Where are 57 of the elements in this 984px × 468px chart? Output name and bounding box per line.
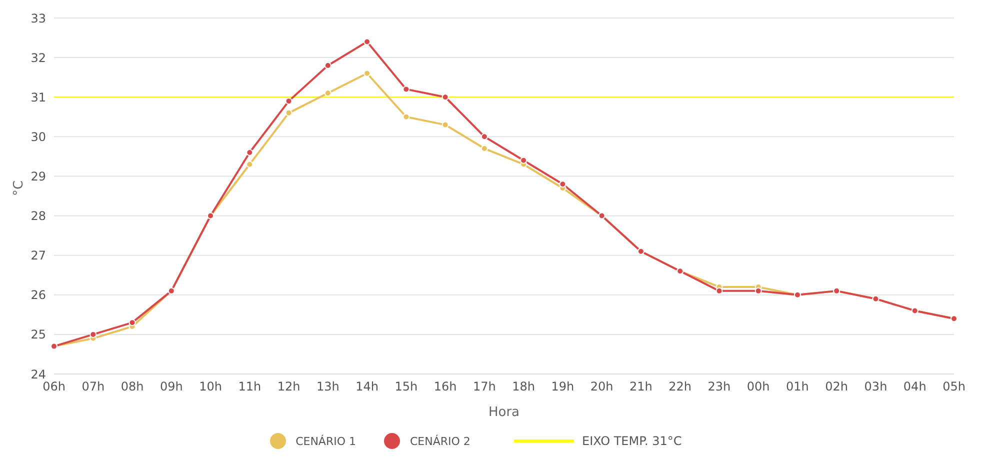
y-tick-label: 29	[30, 169, 46, 184]
x-tick-label: 06h	[42, 380, 66, 394]
x-tick-label: 15h	[394, 380, 418, 394]
x-tick-label: 20h	[590, 380, 614, 394]
x-tick-label: 12h	[277, 380, 300, 394]
point	[324, 90, 332, 97]
x-tick-label: 03h	[864, 380, 888, 394]
legend-label: CENÁRIO 1	[296, 434, 356, 448]
point	[324, 62, 332, 69]
point	[716, 287, 723, 294]
y-tick-label: 27	[30, 248, 46, 263]
x-tick-label: 13h	[316, 380, 340, 394]
legend-label: CENÁRIO 2	[410, 434, 470, 448]
y-tick-label: 31	[30, 90, 46, 104]
y-tick-label: 33	[30, 11, 46, 26]
point	[520, 156, 528, 164]
point	[128, 319, 136, 326]
point	[402, 86, 410, 93]
point	[285, 98, 292, 105]
x-tick-label: 11h	[238, 380, 262, 394]
x-tick-label: 00h	[746, 380, 770, 394]
y-tick-label: 28	[30, 209, 46, 224]
legend-label: EIXO TEMP. 31°C	[582, 434, 682, 448]
point	[402, 113, 410, 120]
point	[246, 160, 254, 168]
x-tick-label: 07h	[82, 380, 105, 394]
y-tick-label: 25	[30, 328, 46, 342]
x-axis-title: Hora	[488, 405, 520, 420]
x-tick-label: 04h	[903, 380, 926, 394]
point	[559, 180, 566, 188]
x-tick-label: 23h	[708, 380, 731, 394]
x-tick-label: 19h	[551, 380, 574, 394]
point	[480, 133, 488, 140]
y-tick-label: 30	[30, 130, 46, 144]
x-tick-label: 22h	[668, 380, 692, 394]
point	[754, 287, 762, 294]
point	[364, 38, 371, 46]
point	[442, 94, 449, 101]
x-tick-label: 21h	[630, 380, 652, 394]
point	[246, 148, 254, 156]
y-axis-title: °C	[12, 180, 27, 196]
x-tick-label: 18h	[512, 380, 536, 394]
point	[442, 121, 449, 128]
x-tick-label: 01h	[786, 380, 809, 394]
y-tick-label: 24	[30, 367, 46, 382]
point	[364, 70, 371, 77]
x-tick-label: 14h	[356, 380, 378, 394]
x-tick-label: 09h	[160, 380, 183, 394]
x-tick-label: 17h	[472, 380, 496, 394]
x-tick-label: 05h	[942, 380, 966, 394]
y-tick-label: 32	[30, 50, 46, 65]
x-tick-label: 08h	[120, 380, 144, 394]
x-tick-label: 10h	[199, 380, 222, 394]
x-tick-label: 02h	[825, 380, 848, 394]
point	[285, 109, 292, 116]
x-tick-label: 16h	[434, 380, 457, 394]
y-tick-label: 26	[30, 288, 46, 302]
